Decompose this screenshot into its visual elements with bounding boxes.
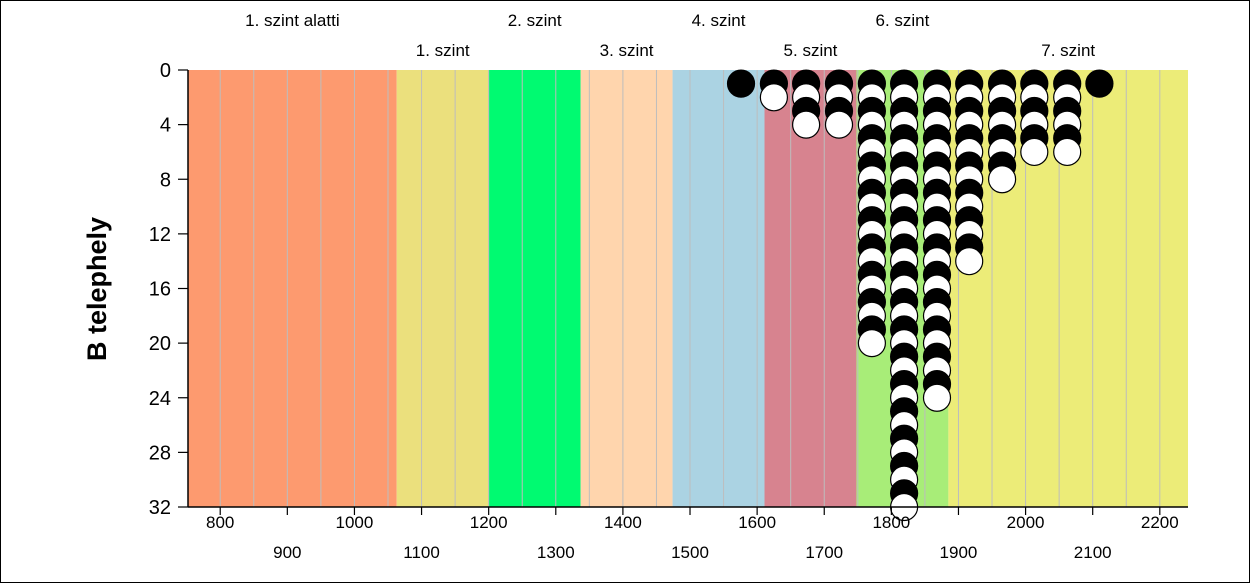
x-tick-label-1900: 1900: [940, 543, 978, 562]
level-band-2: [396, 70, 489, 507]
y-tick-label-20: 20: [149, 333, 171, 355]
y-tick-label-28: 28: [149, 442, 171, 464]
level-band-label-7: 6. szint: [875, 11, 929, 30]
x-tick-labels: 800 1000 1200 1400 1600 1800 2000 2200 900 1100 13…: [206, 507, 1179, 562]
level-band-5: [672, 70, 765, 507]
level-band-labels: 1. szint alatti 1. szint 2. szint 3. szint 4…: [245, 11, 1095, 60]
x-tick-label-1600: 1600: [738, 513, 776, 532]
y-tick-labels: 0 4 8 12 16 20 24 28 32: [149, 60, 188, 519]
level-band-4: [580, 70, 673, 507]
x-tick-label-800: 800: [206, 513, 234, 532]
data-points: [726, 69, 1114, 522]
y-axis-label: B telephely: [82, 217, 112, 361]
x-tick-label-1700: 1700: [805, 543, 843, 562]
x-tick-label-2200: 2200: [1141, 513, 1179, 532]
white-point-1868-24: [922, 383, 952, 412]
level-band-label-5: 4. szint: [692, 11, 746, 30]
white-point-1722-4: [824, 110, 854, 139]
level-band-3: [488, 70, 581, 507]
x-tick-label-1200: 1200: [470, 513, 508, 532]
y-tick-label-12: 12: [149, 224, 171, 246]
level-band-label-6: 5. szint: [784, 41, 838, 60]
y-tick-label-24: 24: [149, 388, 171, 410]
white-point-2013-6: [1020, 137, 1049, 167]
x-tick-label-1400: 1400: [604, 513, 642, 532]
level-band-label-3: 2. szint: [508, 11, 562, 30]
y-tick-label-4: 4: [160, 115, 171, 137]
x-tick-label-1000: 1000: [336, 513, 374, 532]
black-point-2110-1: [1085, 69, 1114, 98]
x-tick-label-2100: 2100: [1074, 543, 1112, 562]
white-point-1673-4: [792, 110, 821, 139]
level-band-label-1: 1. szint alatti: [245, 11, 340, 30]
y-tick-label-8: 8: [160, 169, 171, 191]
level-band-label-8: 7. szint: [1041, 41, 1095, 60]
level-band-1: [188, 70, 397, 507]
level-band-label-4: 3. szint: [600, 41, 654, 60]
x-tick-label-1300: 1300: [537, 543, 575, 562]
y-tick-label-16: 16: [149, 279, 171, 301]
x-tick-label-1500: 1500: [671, 543, 709, 562]
black-point-1576-1: [726, 69, 756, 98]
level-band-label-2: 1. szint: [416, 41, 470, 60]
x-tick-label-900: 900: [273, 543, 301, 562]
x-tick-label-1100: 1100: [403, 543, 440, 562]
white-point-2062-6: [1053, 137, 1082, 167]
y-tick-label-0: 0: [160, 60, 171, 82]
white-point-1625-2: [759, 83, 789, 112]
level-band-6: [764, 70, 857, 507]
white-point-1771-20: [857, 329, 886, 358]
y-tick-label-32: 32: [149, 497, 171, 519]
x-tick-label-1800: 1800: [872, 513, 910, 532]
x-tick-label-2000: 2000: [1007, 513, 1045, 532]
white-point-1916-14: [955, 247, 984, 276]
white-point-1965-8: [987, 165, 1017, 194]
